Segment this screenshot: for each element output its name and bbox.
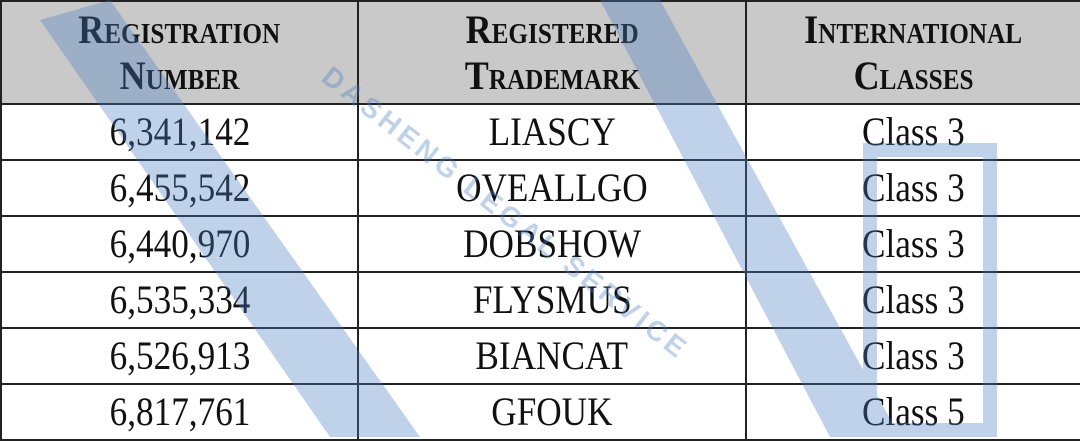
registration-number-cell: 6,817,761 — [0, 383, 359, 441]
cell-text: Class 3 — [862, 277, 965, 322]
cell-text: 6,526,913 — [109, 333, 250, 378]
registration-number-cell: 6,341,142 — [0, 103, 359, 161]
header-international-classes: International Classes — [745, 0, 1080, 105]
cell-text: 6,341,142 — [109, 109, 250, 154]
header-line: Registered — [465, 6, 639, 52]
class-cell: Class 3 — [745, 215, 1080, 273]
class-cell: Class 3 — [745, 271, 1080, 329]
registration-number-cell: 6,440,970 — [0, 215, 359, 273]
trademark-cell: FLYSMUS — [357, 271, 747, 329]
cell-text: 6,440,970 — [109, 221, 250, 266]
cell-text: Class 3 — [862, 333, 965, 378]
cell-text: BIANCAT — [475, 333, 629, 378]
trademark-cell: LIASCY — [357, 103, 747, 161]
header-line: Classes — [853, 52, 974, 98]
registration-number-cell: 6,526,913 — [0, 327, 359, 385]
table-row: 6,526,913 BIANCAT Class 3 — [0, 327, 1080, 385]
cell-text: 6,535,334 — [109, 277, 250, 322]
header-line: International — [804, 6, 1023, 52]
cell-text: FLYSMUS — [472, 277, 632, 322]
table-row: 6,455,542 OVEALLGO Class 3 — [0, 159, 1080, 217]
class-cell: Class 3 — [745, 159, 1080, 217]
trademark-cell: BIANCAT — [357, 327, 747, 385]
table-row: 6,535,334 FLYSMUS Class 3 — [0, 271, 1080, 329]
header-registered-trademark: Registered Trademark — [357, 0, 747, 105]
cell-text: Class 3 — [862, 221, 965, 266]
header-line: Registration — [78, 6, 281, 52]
header-line: Number — [119, 52, 240, 98]
table-row: 6,440,970 DOBSHOW Class 3 — [0, 215, 1080, 273]
trademark-cell: GFOUK — [357, 383, 747, 441]
cell-text: GFOUK — [491, 389, 613, 434]
trademark-cell: OVEALLGO — [357, 159, 747, 217]
table-row: 6,341,142 LIASCY Class 3 — [0, 103, 1080, 161]
header-row: Registration Number Registered Trademark I… — [0, 0, 1080, 105]
header-line: Trademark — [464, 52, 640, 98]
registration-number-cell: 6,535,334 — [0, 271, 359, 329]
trademark-cell: DOBSHOW — [357, 215, 747, 273]
registration-number-cell: 6,455,542 — [0, 159, 359, 217]
cell-text: OVEALLGO — [456, 165, 648, 210]
cell-text: LIASCY — [488, 109, 616, 154]
class-cell: Class 3 — [745, 327, 1080, 385]
cell-text: DOBSHOW — [463, 221, 641, 266]
cell-text: 6,817,761 — [109, 389, 250, 434]
class-cell: Class 5 — [745, 383, 1080, 441]
table-row: 6,817,761 GFOUK Class 5 — [0, 383, 1080, 441]
header-registration-number: Registration Number — [0, 0, 359, 105]
cell-text: 6,455,542 — [109, 165, 250, 210]
cell-text: Class 3 — [862, 165, 965, 210]
class-cell: Class 3 — [745, 103, 1080, 161]
cell-text: Class 5 — [862, 389, 965, 434]
cell-text: Class 3 — [862, 109, 965, 154]
